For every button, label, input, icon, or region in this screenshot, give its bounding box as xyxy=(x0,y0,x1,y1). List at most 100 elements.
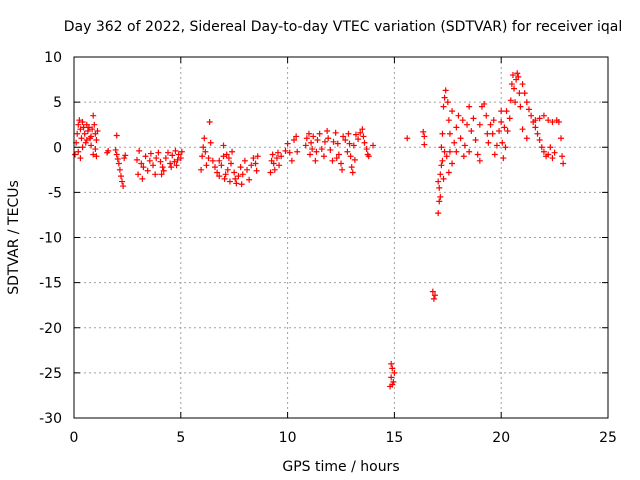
data-point xyxy=(164,149,171,156)
data-point xyxy=(472,137,479,144)
data-point xyxy=(421,141,428,148)
data-point xyxy=(115,160,122,167)
data-point xyxy=(332,129,339,136)
data-point xyxy=(112,146,119,153)
data-point xyxy=(445,117,452,124)
axis-ticks: 0 5 10 15 20 25 -30 -25 -20 -15 -10 -5 0 5 10 xyxy=(39,50,617,446)
data-point xyxy=(440,175,447,182)
data-point xyxy=(449,160,456,167)
data-point xyxy=(80,124,87,131)
data-point xyxy=(158,171,165,178)
data-point xyxy=(202,148,209,155)
data-point xyxy=(446,130,453,137)
data-point xyxy=(476,157,483,164)
data-point xyxy=(150,162,157,169)
data-point xyxy=(171,158,178,165)
data-point xyxy=(459,117,466,124)
data-point xyxy=(74,130,81,137)
data-point xyxy=(314,137,321,144)
data-point xyxy=(496,128,503,135)
data-point xyxy=(271,166,278,173)
data-point xyxy=(209,157,216,164)
data-point xyxy=(79,118,86,125)
data-point xyxy=(532,117,539,124)
data-point xyxy=(502,144,509,151)
data-point xyxy=(205,155,212,162)
y-tick-label: -5 xyxy=(48,185,62,201)
data-point xyxy=(225,155,232,162)
data-point xyxy=(431,292,438,299)
data-point xyxy=(333,155,340,162)
data-point xyxy=(327,146,334,153)
data-point xyxy=(222,171,229,178)
data-point xyxy=(173,162,180,169)
data-point xyxy=(440,103,447,110)
data-point xyxy=(93,153,100,160)
data-point xyxy=(241,157,248,164)
data-point xyxy=(88,133,95,140)
data-point xyxy=(388,360,395,367)
data-point xyxy=(139,175,146,182)
data-point xyxy=(155,149,162,156)
data-point xyxy=(389,365,396,372)
data-point xyxy=(78,135,85,142)
data-point xyxy=(157,158,164,165)
data-point xyxy=(521,90,528,97)
data-point xyxy=(316,130,323,137)
data-point xyxy=(330,138,337,145)
data-point xyxy=(119,178,126,185)
data-point xyxy=(439,130,446,137)
data-point xyxy=(359,126,366,133)
data-point xyxy=(310,133,317,140)
data-point xyxy=(218,162,225,169)
data-point xyxy=(223,151,230,158)
data-point xyxy=(421,133,428,140)
y-tick-label: -15 xyxy=(39,276,62,292)
data-point xyxy=(351,156,358,163)
data-point xyxy=(294,148,301,155)
x-tick-label: 25 xyxy=(599,430,617,446)
data-point xyxy=(198,166,205,173)
data-point xyxy=(506,115,513,122)
data-point xyxy=(536,137,543,144)
data-point xyxy=(470,115,477,122)
data-point xyxy=(174,156,181,163)
data-point xyxy=(269,151,276,158)
data-point xyxy=(92,146,99,153)
data-point xyxy=(252,160,259,167)
data-point xyxy=(532,124,539,131)
data-point xyxy=(430,295,437,302)
data-point xyxy=(390,378,397,385)
data-point xyxy=(169,152,176,159)
data-point xyxy=(484,130,491,137)
data-point xyxy=(138,160,145,167)
data-point xyxy=(160,167,167,174)
data-point xyxy=(441,148,448,155)
data-point xyxy=(466,148,473,155)
data-point xyxy=(519,81,526,88)
data-point xyxy=(72,151,79,158)
data-point xyxy=(453,148,460,155)
y-tick-label: -20 xyxy=(39,321,62,337)
data-point xyxy=(389,381,396,388)
data-point xyxy=(547,144,554,151)
data-point xyxy=(508,81,515,88)
data-point xyxy=(388,374,395,381)
data-point xyxy=(221,175,228,182)
data-point xyxy=(514,70,521,77)
data-point xyxy=(509,72,516,79)
x-tick-label: 5 xyxy=(176,430,185,446)
data-point xyxy=(83,137,90,144)
data-point xyxy=(214,169,221,176)
data-point xyxy=(248,162,255,169)
data-point xyxy=(81,130,88,137)
data-point xyxy=(82,139,89,146)
data-point xyxy=(483,112,490,119)
data-point xyxy=(348,164,355,171)
data-point xyxy=(545,117,552,124)
data-point xyxy=(211,164,218,171)
data-point xyxy=(284,140,291,147)
data-point xyxy=(540,112,547,119)
data-point xyxy=(203,162,210,169)
